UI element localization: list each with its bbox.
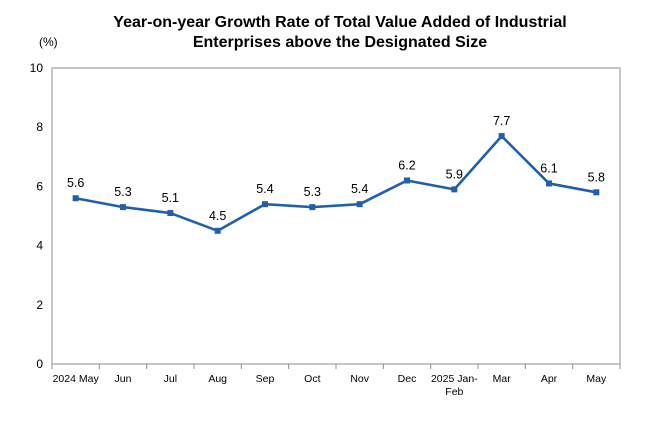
data-point-10 [546, 180, 552, 187]
y-tick-label-2: 4 [36, 239, 43, 253]
x-tick-label-4: Sep [256, 373, 275, 385]
data-point-1 [120, 204, 126, 211]
data-label-3: 4.5 [209, 209, 226, 223]
data-label-1: 5.3 [114, 185, 131, 199]
y-tick-label-5: 10 [30, 61, 44, 75]
data-label-10: 6.1 [540, 161, 557, 175]
x-tick-label-8-line-1: Feb [445, 386, 463, 398]
x-tick-label-8-line-0: 2025 Jan- [431, 373, 478, 385]
data-label-6: 5.4 [351, 182, 368, 196]
data-point-0 [72, 195, 79, 202]
data-label-0: 5.6 [67, 176, 84, 190]
data-label-2: 5.1 [162, 191, 179, 205]
plot-area-frame [51, 67, 621, 365]
y-tick-label-4: 8 [36, 120, 43, 134]
data-point-7 [404, 177, 410, 184]
data-label-5: 5.3 [304, 185, 321, 199]
x-tick-label-9: Mar [493, 373, 512, 385]
x-tick-label-10: Apr [541, 373, 558, 385]
chart-title: Year-on-year Growth Rate of Total Value … [60, 13, 620, 53]
data-point-11 [593, 189, 600, 196]
data-label-7: 6.2 [398, 158, 415, 172]
y-axis-unit-label: (%) [39, 35, 58, 49]
x-tick-label-0: 2024 May [53, 373, 100, 385]
data-label-11: 5.8 [588, 170, 605, 184]
data-label-8: 5.9 [446, 167, 463, 181]
data-point-4 [262, 201, 268, 208]
data-point-3 [214, 227, 221, 234]
chart-title-line-1: Year-on-year Growth Rate of Total Value … [113, 14, 567, 31]
data-point-9 [498, 133, 505, 140]
chart-title-line-2: Enterprises above the Designated Size [192, 34, 488, 51]
data-label-9: 7.7 [493, 114, 510, 128]
x-tick-label-1: Jun [115, 373, 132, 385]
data-point-2 [167, 210, 174, 217]
series-line-0 [75, 134, 597, 233]
x-tick-label-11: May [586, 373, 607, 385]
y-tick-label-0: 0 [36, 357, 43, 371]
x-tick-label-2: Jul [164, 373, 177, 385]
data-label-4: 5.4 [256, 182, 273, 196]
data-point-8 [451, 186, 458, 193]
y-tick-label-1: 2 [36, 298, 43, 312]
data-point-5 [309, 204, 316, 211]
x-tick-label-5: Oct [304, 373, 320, 385]
data-point-6 [356, 201, 363, 208]
x-tick-label-6: Nov [350, 373, 369, 385]
y-tick-label-3: 6 [36, 179, 43, 193]
x-tick-label-7: Dec [398, 373, 417, 385]
x-tick-label-3: Aug [208, 373, 227, 385]
